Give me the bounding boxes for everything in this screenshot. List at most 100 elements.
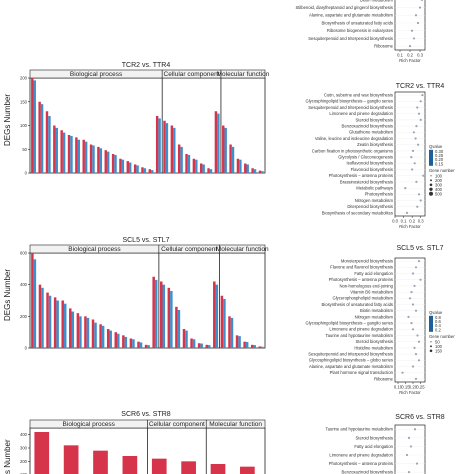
enrichment-dot bbox=[412, 37, 416, 40]
enrichment-dot bbox=[419, 118, 422, 121]
pathway-label: Steroid biosynthesis bbox=[356, 117, 393, 122]
bar bbox=[243, 341, 246, 348]
panel-header-label: Biological process bbox=[68, 246, 121, 253]
enrichment-dot bbox=[417, 359, 421, 362]
bar bbox=[76, 313, 80, 348]
ylabel-scr6: s Number bbox=[3, 439, 12, 474]
bar bbox=[91, 319, 95, 348]
bar bbox=[61, 300, 64, 348]
enrichment-dot bbox=[417, 260, 421, 263]
bar bbox=[205, 344, 208, 348]
pathway-label: Valine, leucine and isoleucine degradati… bbox=[315, 136, 394, 141]
bar bbox=[147, 345, 150, 348]
legend-size-tick: 100 bbox=[435, 173, 443, 178]
bar bbox=[152, 276, 155, 348]
bar bbox=[187, 154, 191, 173]
pathway-label: Flavone and flavonol biosynthesis bbox=[330, 265, 393, 270]
bar bbox=[258, 346, 262, 348]
bar bbox=[220, 295, 224, 348]
legend-size-title: Gene number bbox=[429, 168, 455, 173]
bar bbox=[162, 284, 166, 348]
enrichment-dot bbox=[416, 106, 419, 109]
pathway-label: Glycosphingolipid biosynthesis – ganglio… bbox=[305, 99, 393, 104]
bar bbox=[77, 139, 81, 173]
pathway-label: Limonene and pinene degradation bbox=[329, 452, 393, 457]
bar bbox=[228, 316, 231, 348]
bar bbox=[253, 169, 257, 173]
bar bbox=[86, 317, 90, 348]
pathway-label: Biosynthesis of secondary metabolites bbox=[322, 210, 393, 215]
pathway-label: Limonene and pinene degradation bbox=[329, 111, 393, 116]
legend-size-tick: 500 bbox=[435, 191, 443, 196]
legend-size-tick: 300 bbox=[435, 182, 443, 187]
bar bbox=[67, 135, 71, 173]
pathway-label: Glycosphingolipid biosynthesis – globo s… bbox=[309, 358, 393, 363]
y-tick-label: 200 bbox=[20, 76, 28, 81]
bar bbox=[111, 154, 115, 173]
bar bbox=[109, 330, 112, 348]
enrichment-dot bbox=[408, 297, 412, 300]
x-tick-label: 0.3 bbox=[417, 53, 423, 58]
legend-size-dot bbox=[430, 345, 432, 348]
bar bbox=[246, 164, 249, 173]
bar bbox=[182, 329, 186, 348]
pathway-label: Photosynthesis – antenna proteins bbox=[329, 277, 393, 282]
enrichment-dot bbox=[413, 346, 416, 349]
legend-qvalue-tick: 0.8 bbox=[435, 315, 441, 320]
legend-qvalue-tick: 0.6 bbox=[435, 319, 441, 324]
chart-title-tcr2: TCR2 vs. TTR4 bbox=[122, 62, 171, 69]
legend-size-tick: 100 bbox=[435, 344, 443, 349]
bar bbox=[165, 123, 169, 173]
bar bbox=[195, 159, 198, 173]
enrichment-dot bbox=[411, 168, 414, 171]
y-tick-label: 400 bbox=[20, 282, 28, 287]
bar bbox=[53, 125, 56, 173]
enrichment-dot bbox=[407, 315, 410, 318]
bar bbox=[60, 130, 63, 173]
pathway-label: Flavonoid biosynthesis bbox=[351, 167, 393, 172]
bar bbox=[45, 111, 49, 173]
bar bbox=[62, 132, 66, 173]
enrichment-dot bbox=[416, 205, 419, 208]
bar bbox=[33, 80, 36, 173]
pathway-label: Isoflavonoid biosynthesis bbox=[346, 161, 393, 166]
enrichment-dot bbox=[417, 143, 420, 146]
pathway-label: Alanine, aspartate and glutamate metabol… bbox=[309, 364, 394, 369]
bar bbox=[46, 292, 49, 348]
pathway-label: Biotin metabolism bbox=[360, 0, 394, 2]
bar-chart-scr6: Biological process Cellular component Mole… bbox=[20, 419, 266, 474]
pathway-label: Biosynthesis of unsaturated fatty acids bbox=[322, 302, 393, 307]
bar bbox=[128, 162, 132, 173]
y-tick-label: 200 bbox=[20, 459, 28, 464]
pathway-label: Limonene and pinene degradation bbox=[329, 327, 393, 332]
x-axis-label: Rich Factor bbox=[399, 390, 421, 395]
enrichment-dot bbox=[419, 199, 422, 202]
pathway-label: Sesquiterpenoid and triterpenoid biosynt… bbox=[308, 36, 393, 41]
pathway-label: Glycolysis / Gluconeogenesis bbox=[338, 155, 393, 160]
pathway-label: Taurine and hypotaurine metabolism bbox=[325, 427, 393, 432]
bar bbox=[41, 287, 44, 348]
legend-size-tick: 150 bbox=[435, 348, 443, 353]
bar bbox=[48, 116, 51, 173]
pathway-label: Biosynthesis of unsaturated fatty acids bbox=[322, 20, 393, 25]
bar bbox=[139, 342, 143, 348]
enrichment-dot bbox=[414, 14, 418, 17]
x-axis-label: Rich Factor bbox=[399, 58, 421, 63]
enrichment-dot bbox=[414, 137, 417, 140]
y-tick-label: 100 bbox=[20, 123, 28, 128]
bar bbox=[238, 336, 241, 348]
enrichment-dot bbox=[409, 445, 413, 448]
pathway-label: Carbon fixation in photosynthetic organi… bbox=[312, 148, 393, 153]
enrichment-dot bbox=[417, 340, 421, 343]
enrichment-dot bbox=[415, 125, 418, 128]
bar bbox=[114, 154, 117, 173]
bar bbox=[40, 104, 44, 173]
bar bbox=[99, 324, 102, 348]
legend-qvalue-title: Qvalue bbox=[429, 144, 443, 149]
enrichment-dot bbox=[411, 303, 415, 306]
enrichment-dot bbox=[408, 45, 412, 48]
bar bbox=[217, 113, 220, 173]
x-tick-label: 0.20 bbox=[409, 385, 418, 390]
bar bbox=[84, 316, 87, 348]
enrichment-dot bbox=[418, 6, 422, 9]
